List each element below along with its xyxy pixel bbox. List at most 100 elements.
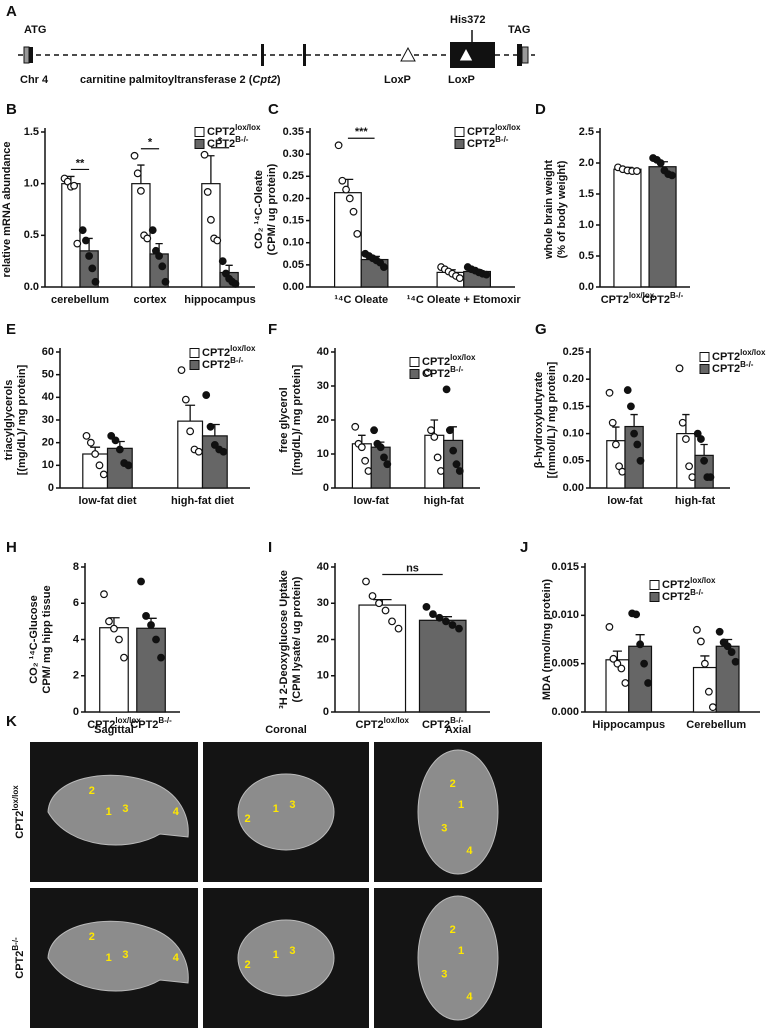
data-point [375,599,383,608]
data-point [155,252,164,260]
legend-label: CPT2 [207,138,235,150]
legend-label-sup: B-/- [740,360,754,369]
y-tick-label: 10 [317,448,329,460]
legend-swatch [409,369,420,379]
data-point [133,169,142,178]
x-tick-label: Hippocampus [592,719,665,731]
y-tick-label: 20 [42,437,54,449]
x-tick-label: hippocampus [184,294,256,306]
y-axis-label: [(mg/dL)/ mg protein] [291,364,303,475]
data-point [206,215,215,224]
legend-label: CPT2 [712,363,740,375]
legend-label: CPT2 [467,138,495,150]
data-point [435,613,444,622]
region-marker: 3 [122,803,128,815]
error-bar [700,443,708,456]
y-tick-label: 1.0 [579,219,594,231]
y-tick-label: 8 [73,561,79,573]
data-point [617,664,626,673]
data-point [86,438,95,447]
data-point [78,226,87,235]
data-point [85,252,93,260]
y-tick-label: 1.0 [24,178,39,190]
data-point [353,229,362,238]
data-point [442,617,450,626]
gene-symbol: Cpt2 [252,74,276,86]
legend-label: CPT2B-/- [662,588,704,603]
data-point [120,653,128,662]
region-marker: 3 [441,969,447,981]
y-axis-label: whole brain weight [543,160,555,260]
data-point [206,422,215,431]
data-point [723,642,732,651]
y-axis-label: triacylglycerols [3,380,15,461]
x-tick-label: CPT2lox/lox [87,716,141,731]
error-bar [185,404,196,422]
x-tick-label: CPT2B-/- [130,716,172,731]
y-axis-label: CO₂ ¹⁴C-Glucose [28,595,40,684]
exon [23,46,30,64]
data-point [445,426,454,435]
bar [648,166,677,288]
brain-section [417,749,499,875]
y-tick-label: 0.15 [283,214,304,226]
data-point [429,610,437,619]
data-point [194,447,203,456]
bar [201,183,221,288]
brain-section [47,920,189,992]
y-tick-label: 0.010 [551,609,579,621]
legend-label-sup: lox/lox [230,344,256,353]
legend-swatch [649,580,660,590]
legend-label-sup: lox/lox [235,123,261,132]
x-tick-label: CPT2 [130,719,158,731]
region-marker: 3 [122,949,128,961]
y-axis-label: CO₂ ¹⁴C-Oleate [253,170,265,249]
data-point [731,657,740,666]
exon [517,44,522,66]
data-point [608,418,617,427]
exon [521,46,529,64]
data-point [137,577,145,586]
y-axis-label: MDA (nmol/mg protein) [541,579,553,701]
legend-label-sup: B-/- [450,365,464,374]
chromosome: Chr 4 [20,74,49,86]
data-point [640,659,649,668]
data-point [73,239,82,248]
data-point [376,443,385,452]
data-point [148,226,157,235]
error-bar [430,419,439,436]
y-axis-label: free glycerol [278,387,290,452]
data-point [345,194,354,203]
panel-letter: A [6,3,17,20]
x-tick-label-sup: B-/- [158,716,172,725]
data-point [99,470,108,479]
start-codon: ATG [24,24,46,36]
data-point [633,440,642,449]
y-tick-label: 0 [323,706,329,718]
y-tick-label: 0.15 [563,400,584,412]
view-label: Axial [445,724,471,736]
legend-label-sup: B-/- [690,588,704,597]
legend-label: CPT2lox/lox [422,353,476,368]
significance-label: ** [76,157,85,169]
region-marker: 3 [289,799,295,811]
data-point [700,456,708,465]
region-marker: 1 [458,799,464,811]
data-point [91,450,100,458]
panel-letter: E [6,321,16,338]
y-tick-label: 2.5 [579,126,594,138]
y-tick-label: 0.5 [579,250,594,262]
y-tick-label: 0.5 [24,229,39,241]
x-tick-label-sup: B-/- [450,716,464,725]
data-point [218,257,227,266]
data-point [656,159,665,167]
x-tick-label: CPT2 [422,719,450,731]
significance-label: * [148,137,153,149]
data-point [334,141,343,150]
legend-label: CPT2B-/- [422,365,464,380]
data-point [338,176,347,185]
bar [136,627,166,713]
x-tick-label: high-fat diet [171,495,234,507]
y-tick-label: 50 [42,369,54,381]
data-point [612,440,620,449]
